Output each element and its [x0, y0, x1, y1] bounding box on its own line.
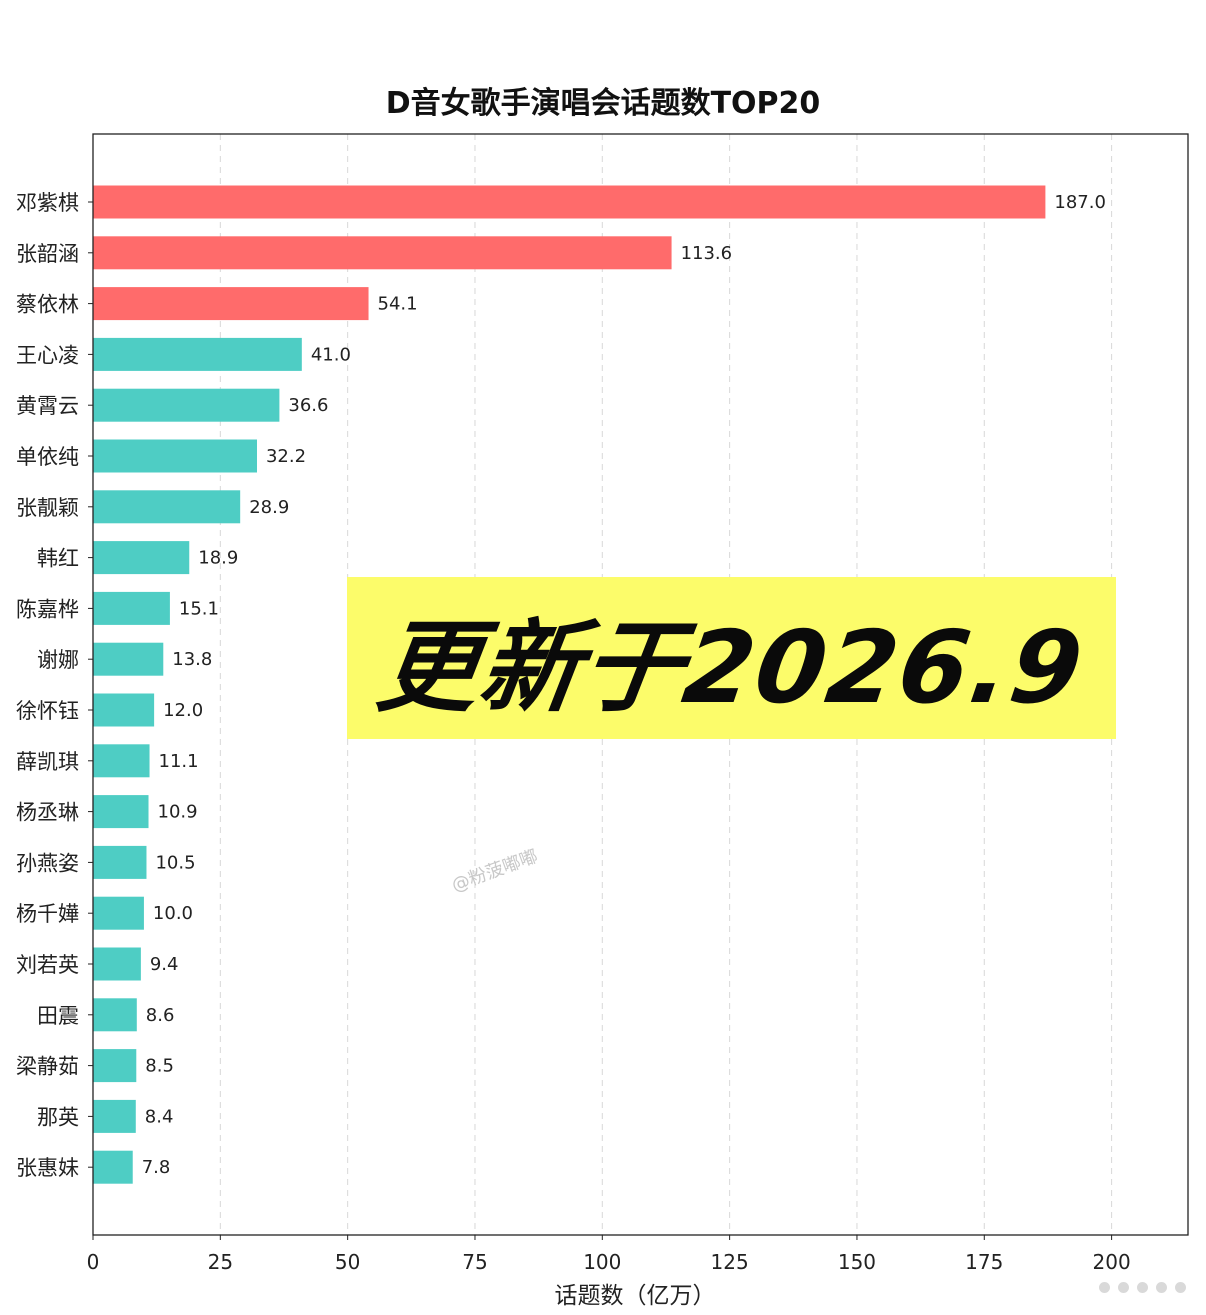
y-tick-label: 张惠妹 [16, 1156, 79, 1180]
bar-value-label: 54.1 [378, 294, 418, 315]
x-tick-label: 150 [838, 1250, 876, 1274]
y-tick-label: 薛凯琪 [16, 750, 79, 774]
update-banner: 更新于2026.9 [347, 577, 1116, 739]
y-tick-label: 单依纯 [16, 445, 79, 469]
y-tick-label: 蔡依林 [16, 293, 79, 317]
y-tick-labels: 邓紫棋张韶涵蔡依林王心凌黄霄云单依纯张靓颖韩红陈嘉桦谢娜徐怀钰薛凯琪杨丞琳孙燕姿… [16, 191, 93, 1180]
bar-value-label: 28.9 [249, 497, 289, 518]
bar [93, 795, 149, 829]
x-axis-label: 话题数（亿万） [555, 1283, 716, 1309]
bar-value-label: 187.0 [1054, 192, 1106, 213]
bar [93, 490, 241, 524]
y-tick-label: 谢娜 [37, 648, 79, 672]
bar-value-label: 8.6 [146, 1005, 175, 1026]
bar-value-label: 12.0 [163, 700, 203, 721]
bar [93, 642, 164, 676]
bar [93, 287, 369, 321]
bar [93, 845, 147, 879]
bar [93, 896, 144, 930]
bar [93, 947, 141, 981]
x-tick-label: 125 [711, 1250, 749, 1274]
y-tick-label: 陈嘉桦 [16, 597, 79, 621]
x-tick-label: 175 [965, 1250, 1003, 1274]
bar [93, 541, 190, 575]
bar-value-label: 10.9 [158, 802, 198, 823]
bar-value-label: 10.0 [153, 903, 193, 924]
plot-border [92, 133, 1189, 1236]
bar-value-label: 7.8 [142, 1157, 171, 1178]
bar [93, 1049, 137, 1083]
bar-value-label: 11.1 [159, 751, 199, 772]
y-tick-label: 张韶涵 [16, 242, 79, 266]
y-tick-label: 黄霄云 [16, 394, 79, 418]
y-tick-label: 邓紫棋 [16, 191, 79, 215]
bar [93, 439, 257, 473]
bar-value-label: 32.2 [266, 446, 306, 467]
bar [93, 388, 280, 422]
y-tick-label: 梁静茹 [16, 1055, 79, 1079]
x-tick-label: 75 [462, 1250, 487, 1274]
bar [93, 1099, 136, 1133]
bar-value-label: 15.1 [179, 598, 219, 619]
chart-title: D音女歌手演唱会话题数TOP20 [385, 86, 821, 121]
bar [93, 337, 302, 371]
x-tick-label: 200 [1093, 1250, 1131, 1274]
plot-frame [92, 133, 1189, 1236]
bars: 187.0 113.6 54.1 41.0 36.6 32.2 28.9 18.9 15.1 13… [93, 185, 1106, 1184]
x-tick-label: 25 [208, 1250, 233, 1274]
y-tick-label: 刘若英 [16, 953, 79, 977]
bar [93, 998, 137, 1032]
x-tick-label: 50 [335, 1250, 360, 1274]
x-tick-label: 0 [87, 1250, 100, 1274]
bar-value-label: 41.0 [311, 344, 351, 365]
bar-value-label: 36.6 [288, 395, 328, 416]
y-tick-label: 张靓颖 [16, 496, 79, 520]
y-tick-label: 杨丞琳 [16, 801, 79, 825]
y-tick-label: 田震 [37, 1004, 79, 1028]
bar [93, 236, 672, 270]
bar [93, 185, 1046, 219]
y-tick-label: 徐怀钰 [16, 699, 79, 723]
y-tick-label: 韩红 [37, 547, 79, 571]
bar [93, 693, 155, 727]
update-banner-text: 更新于2026.9 [370, 608, 1091, 726]
bar-value-label: 8.4 [145, 1106, 174, 1127]
more-options-icon[interactable] [1099, 1282, 1186, 1293]
bar [93, 744, 150, 778]
bar [93, 1150, 133, 1184]
y-tick-label: 那英 [37, 1105, 79, 1129]
bar-value-label: 113.6 [681, 243, 733, 264]
x-tick-labels: 0 25 50 75 100 125 150 175 200 [87, 1235, 1131, 1274]
bar-value-label: 8.5 [145, 1056, 174, 1077]
bar [93, 591, 170, 625]
bar-value-label: 10.5 [155, 852, 195, 873]
bar-value-label: 18.9 [198, 548, 238, 569]
y-tick-label: 王心凌 [16, 343, 79, 367]
y-tick-label: 孙燕姿 [16, 851, 79, 875]
bar-value-label: 13.8 [172, 649, 212, 670]
y-tick-label: 杨千嬅 [16, 902, 79, 926]
x-tick-label: 100 [583, 1250, 621, 1274]
bar-value-label: 9.4 [150, 954, 179, 975]
